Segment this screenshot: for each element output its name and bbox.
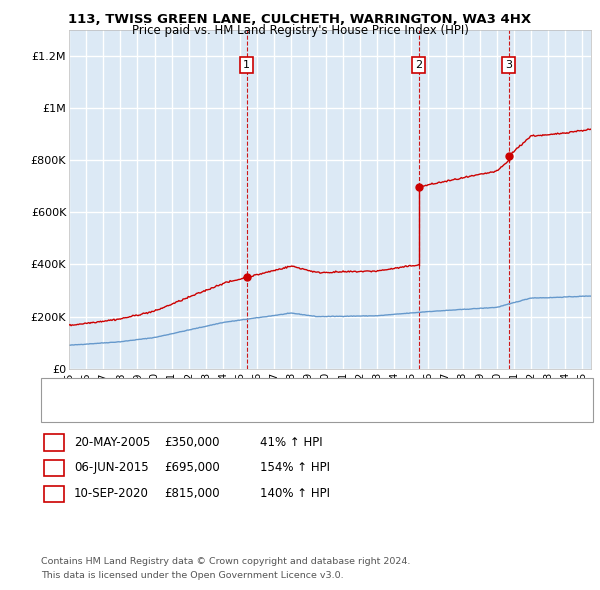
Text: 06-JUN-2015: 06-JUN-2015 xyxy=(74,461,148,474)
Text: This data is licensed under the Open Government Licence v3.0.: This data is licensed under the Open Gov… xyxy=(41,571,343,580)
Text: 1: 1 xyxy=(243,60,250,70)
Text: 3: 3 xyxy=(50,489,57,499)
Text: Contains HM Land Registry data © Crown copyright and database right 2024.: Contains HM Land Registry data © Crown c… xyxy=(41,557,410,566)
Text: 2: 2 xyxy=(50,463,57,473)
Text: 41% ↑ HPI: 41% ↑ HPI xyxy=(260,436,322,449)
Text: 1: 1 xyxy=(50,438,57,447)
Text: Price paid vs. HM Land Registry's House Price Index (HPI): Price paid vs. HM Land Registry's House … xyxy=(131,24,469,37)
Text: 154% ↑ HPI: 154% ↑ HPI xyxy=(260,461,330,474)
Text: HPI: Average price, detached house, Warrington: HPI: Average price, detached house, Warr… xyxy=(93,405,344,414)
Text: £815,000: £815,000 xyxy=(164,487,220,500)
Text: 2: 2 xyxy=(415,60,422,70)
Text: 113, TWISS GREEN LANE, CULCHETH, WARRINGTON, WA3 4HX (detached house): 113, TWISS GREEN LANE, CULCHETH, WARRING… xyxy=(93,385,513,395)
Text: £695,000: £695,000 xyxy=(164,461,220,474)
Text: 3: 3 xyxy=(505,60,512,70)
Text: 20-MAY-2005: 20-MAY-2005 xyxy=(74,436,150,449)
Text: £350,000: £350,000 xyxy=(164,436,220,449)
Text: 113, TWISS GREEN LANE, CULCHETH, WARRINGTON, WA3 4HX: 113, TWISS GREEN LANE, CULCHETH, WARRING… xyxy=(68,13,532,26)
Text: 10-SEP-2020: 10-SEP-2020 xyxy=(74,487,149,500)
Text: 140% ↑ HPI: 140% ↑ HPI xyxy=(260,487,330,500)
